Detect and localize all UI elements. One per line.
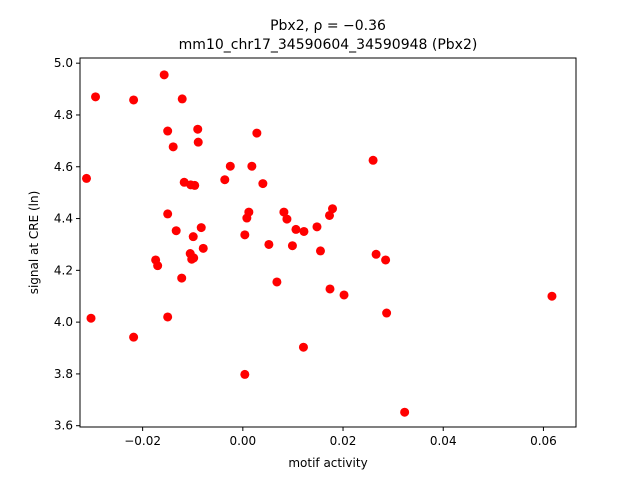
- data-point: [153, 261, 163, 271]
- y-axis-ticks: 3.6 3.8 4.0 4.2 4.4 4.6 4.8 5.0: [54, 56, 80, 433]
- data-point: [400, 407, 410, 417]
- data-point: [298, 342, 308, 352]
- data-point: [325, 210, 334, 220]
- data-point: [328, 204, 338, 214]
- x-tick-label: 0.04: [430, 434, 457, 448]
- data-point: [168, 142, 178, 152]
- x-tick-label: 0.00: [229, 434, 256, 448]
- y-tick-label: 4.6: [54, 160, 73, 174]
- x-tick-label: 0.02: [330, 434, 357, 448]
- data-point: [382, 308, 392, 318]
- data-point: [252, 128, 262, 138]
- data-point: [163, 312, 173, 322]
- data-point: [547, 291, 557, 301]
- data-point: [242, 213, 252, 223]
- data-point: [198, 243, 208, 253]
- data-point: [325, 284, 335, 294]
- y-tick-label: 3.8: [54, 367, 73, 381]
- data-point: [188, 232, 198, 242]
- data-point: [129, 332, 139, 342]
- data-point: [190, 180, 200, 190]
- data-point: [312, 222, 322, 232]
- data-point: [171, 226, 181, 236]
- data-point: [189, 253, 199, 263]
- data-point: [129, 95, 139, 105]
- data-point: [159, 70, 169, 80]
- data-point: [368, 155, 378, 165]
- y-tick-label: 4.8: [54, 108, 73, 122]
- data-point: [82, 173, 92, 183]
- data-point: [86, 313, 96, 323]
- y-tick-label: 3.6: [54, 419, 73, 433]
- data-point: [163, 209, 173, 219]
- data-point: [163, 126, 173, 136]
- data-points: [82, 70, 557, 417]
- data-point: [177, 94, 187, 104]
- y-tick-label: 4.2: [54, 263, 73, 277]
- data-point: [220, 175, 230, 185]
- data-point: [299, 226, 309, 236]
- data-point: [240, 230, 250, 240]
- plot-frame: [79, 57, 577, 428]
- data-point: [193, 124, 203, 134]
- data-point: [258, 179, 268, 189]
- y-tick-label: 4.0: [54, 315, 73, 329]
- chart-title-line1: Pbx2, ρ = −0.36: [270, 18, 386, 34]
- data-point: [177, 273, 187, 283]
- y-tick-label: 5.0: [54, 56, 73, 70]
- x-axis-ticks: −0.02 0.00 0.02 0.04 0.06: [124, 427, 557, 448]
- x-axis-label: motif activity: [288, 456, 367, 470]
- data-point: [193, 137, 203, 147]
- x-tick-label: 0.06: [530, 434, 557, 448]
- data-point: [315, 246, 325, 256]
- data-point: [291, 224, 301, 234]
- data-point: [381, 255, 391, 265]
- y-axis-label: signal at CRE (ln): [27, 191, 41, 295]
- y-tick-label: 4.4: [54, 212, 73, 226]
- chart-title-line2: mm10_chr17_34590604_34590948 (Pbx2): [179, 37, 478, 53]
- data-point: [371, 249, 381, 259]
- data-point: [240, 369, 250, 379]
- data-point: [287, 241, 297, 251]
- data-point: [272, 277, 282, 287]
- data-point: [196, 223, 206, 233]
- data-point: [247, 161, 257, 171]
- data-point: [264, 239, 274, 249]
- data-point: [225, 161, 235, 171]
- data-point: [91, 92, 101, 102]
- data-point: [339, 290, 349, 300]
- data-point: [279, 207, 289, 217]
- x-tick-label: −0.02: [124, 434, 161, 448]
- data-point: [282, 214, 292, 224]
